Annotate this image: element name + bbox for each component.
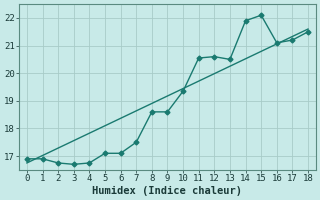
X-axis label: Humidex (Indice chaleur): Humidex (Indice chaleur) <box>92 186 243 196</box>
